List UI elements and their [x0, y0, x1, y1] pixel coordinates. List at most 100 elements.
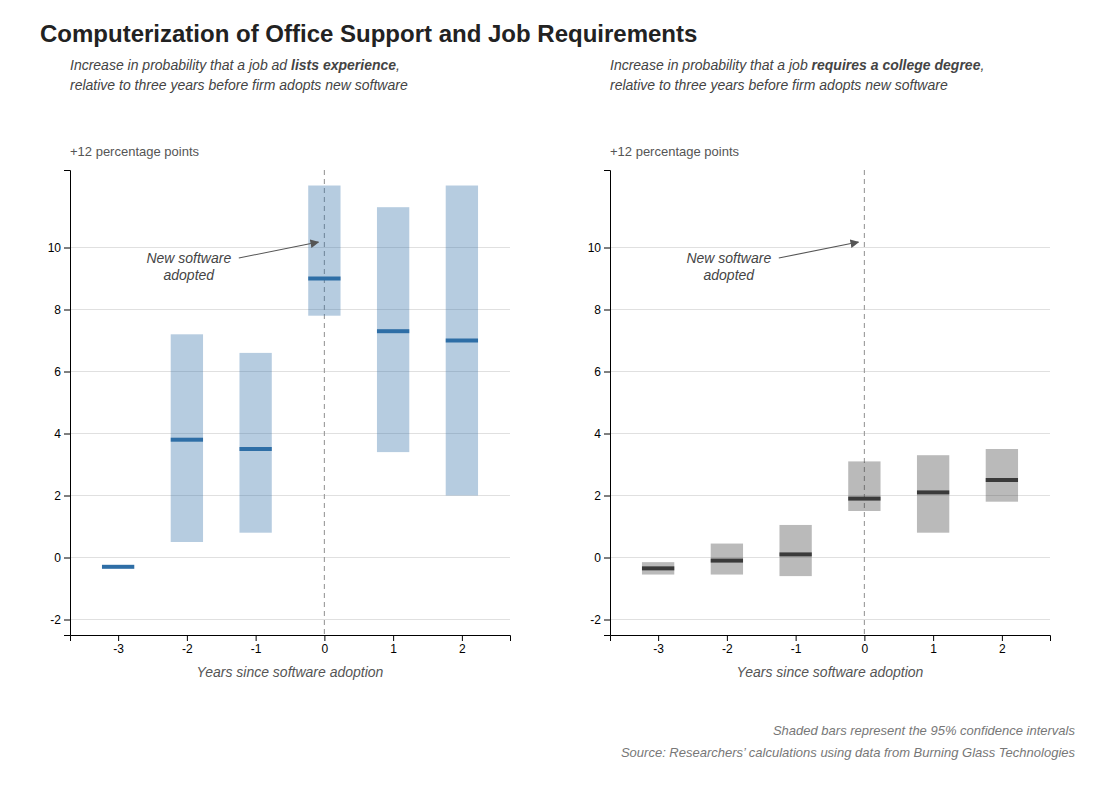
y-tick: 6	[594, 365, 610, 379]
y-tick-mark	[64, 434, 70, 435]
marks	[642, 170, 1018, 635]
x-tick: 1	[390, 635, 397, 656]
x-axis: -3 -2 -1 0 1 2	[611, 635, 1051, 656]
annotation-line: adopted	[703, 267, 755, 283]
y-tick-mark	[604, 496, 610, 497]
x-axis-line	[71, 636, 511, 642]
y-tick: 4	[54, 427, 70, 441]
x-tick-mark	[658, 635, 659, 641]
grid-line	[610, 619, 1050, 620]
subtitle: Increase in probability that a job ad li…	[70, 57, 400, 73]
y-tick-mark	[64, 310, 70, 311]
x-tick: 0	[322, 635, 329, 656]
grid-line	[610, 433, 1050, 434]
subtitle-part: requires a college degree	[812, 57, 981, 73]
x-tick-mark	[933, 635, 934, 641]
y-tick: 8	[54, 303, 70, 317]
y-tick-label: 4	[594, 427, 601, 441]
subtitle-part: Increase in probability that a job ad	[70, 57, 291, 73]
subtitle: relative to three years before firm adop…	[70, 77, 408, 93]
panel: Increase in probability that a job requi…	[588, 57, 1051, 680]
chart: Computerization of Office Support and Jo…	[0, 0, 1120, 800]
grid-line	[610, 309, 1050, 310]
x-tick: -2	[182, 635, 193, 656]
ci-bar	[308, 186, 340, 316]
subtitle-part: ,	[980, 57, 984, 73]
y-tick-label: -2	[590, 613, 601, 627]
x-tick-label: 0	[322, 642, 329, 656]
x-axis: -3-2-1012	[71, 635, 511, 656]
x-tick-label: -2	[722, 642, 733, 656]
ci-bar	[848, 461, 880, 511]
y-tick: 2	[54, 489, 70, 503]
point-estimate	[848, 497, 880, 501]
grid-line	[70, 557, 510, 558]
x-tick-mark	[324, 635, 325, 641]
y-tick-mark	[604, 558, 610, 559]
point-estimate	[446, 339, 478, 343]
y-label: +12 percentage points	[610, 144, 740, 159]
x-tick: 2	[999, 635, 1006, 656]
x-axis-line	[611, 636, 1051, 642]
point-estimate	[711, 559, 743, 563]
y-tick-mark	[64, 372, 70, 373]
ci-bar	[171, 334, 203, 542]
x-tick: -3	[653, 635, 664, 656]
ci-bar	[711, 544, 743, 575]
x-tick-mark	[1002, 635, 1003, 641]
subtitle: Increase in probability that a job requi…	[610, 57, 984, 73]
y-tick-mark	[64, 496, 70, 497]
y-tick-mark	[64, 558, 70, 559]
y-tick: 0	[594, 551, 610, 565]
ci-bar	[239, 353, 271, 533]
y-tick-mark	[604, 248, 610, 249]
y-axis: -2 0 2 4 6 8 10	[588, 171, 611, 636]
x-tick-mark	[727, 635, 728, 641]
y-tick-mark	[604, 434, 610, 435]
grid-line	[70, 309, 510, 310]
x-tick-label: -2	[182, 642, 193, 656]
y-tick-label: 10	[588, 241, 602, 255]
grid-line	[70, 619, 510, 620]
y-tick-mark	[604, 310, 610, 311]
y-tick-label: 6	[594, 365, 601, 379]
grid-line	[610, 557, 1050, 558]
y-axis-line	[64, 171, 71, 636]
annotation-arrow	[779, 242, 859, 258]
point-estimate	[308, 277, 340, 281]
annotation-line: New software	[146, 250, 231, 266]
ci-bar	[377, 207, 409, 452]
ci-bar	[779, 525, 811, 576]
x-tick-label: 2	[999, 642, 1006, 656]
ci-bar	[446, 186, 478, 496]
point-estimate	[171, 438, 203, 442]
y-tick: 4	[594, 427, 610, 441]
y-tick-label: 6	[54, 365, 61, 379]
y-axis: -20246810	[48, 171, 71, 636]
x-tick: -3	[113, 635, 124, 656]
point-estimate	[239, 447, 271, 451]
x-tick: 1	[930, 635, 937, 656]
x-tick-mark	[462, 635, 463, 641]
footnote: Source: Researchers’ calculations using …	[621, 745, 1076, 760]
x-tick-label: -3	[653, 642, 664, 656]
x-tick: 0	[862, 635, 869, 656]
y-tick: 0	[54, 551, 70, 565]
x-tick-label: 1	[390, 642, 397, 656]
x-tick-mark	[118, 635, 119, 641]
y-tick: 8	[594, 303, 610, 317]
y-tick-label: 0	[54, 551, 61, 565]
point-estimate	[377, 329, 409, 333]
x-tick: -2	[722, 635, 733, 656]
x-tick-label: 1	[930, 642, 937, 656]
y-tick: 10	[588, 241, 610, 255]
grid-line	[70, 371, 510, 372]
y-tick: 2	[594, 489, 610, 503]
x-tick-label: -3	[113, 642, 124, 656]
y-tick-label: 2	[594, 489, 601, 503]
subtitle-part: lists experience	[291, 57, 396, 73]
x-tick-mark	[393, 635, 394, 641]
ci-bar	[917, 455, 949, 533]
x-tick-label: -1	[251, 642, 262, 656]
x-tick: -1	[791, 635, 802, 656]
